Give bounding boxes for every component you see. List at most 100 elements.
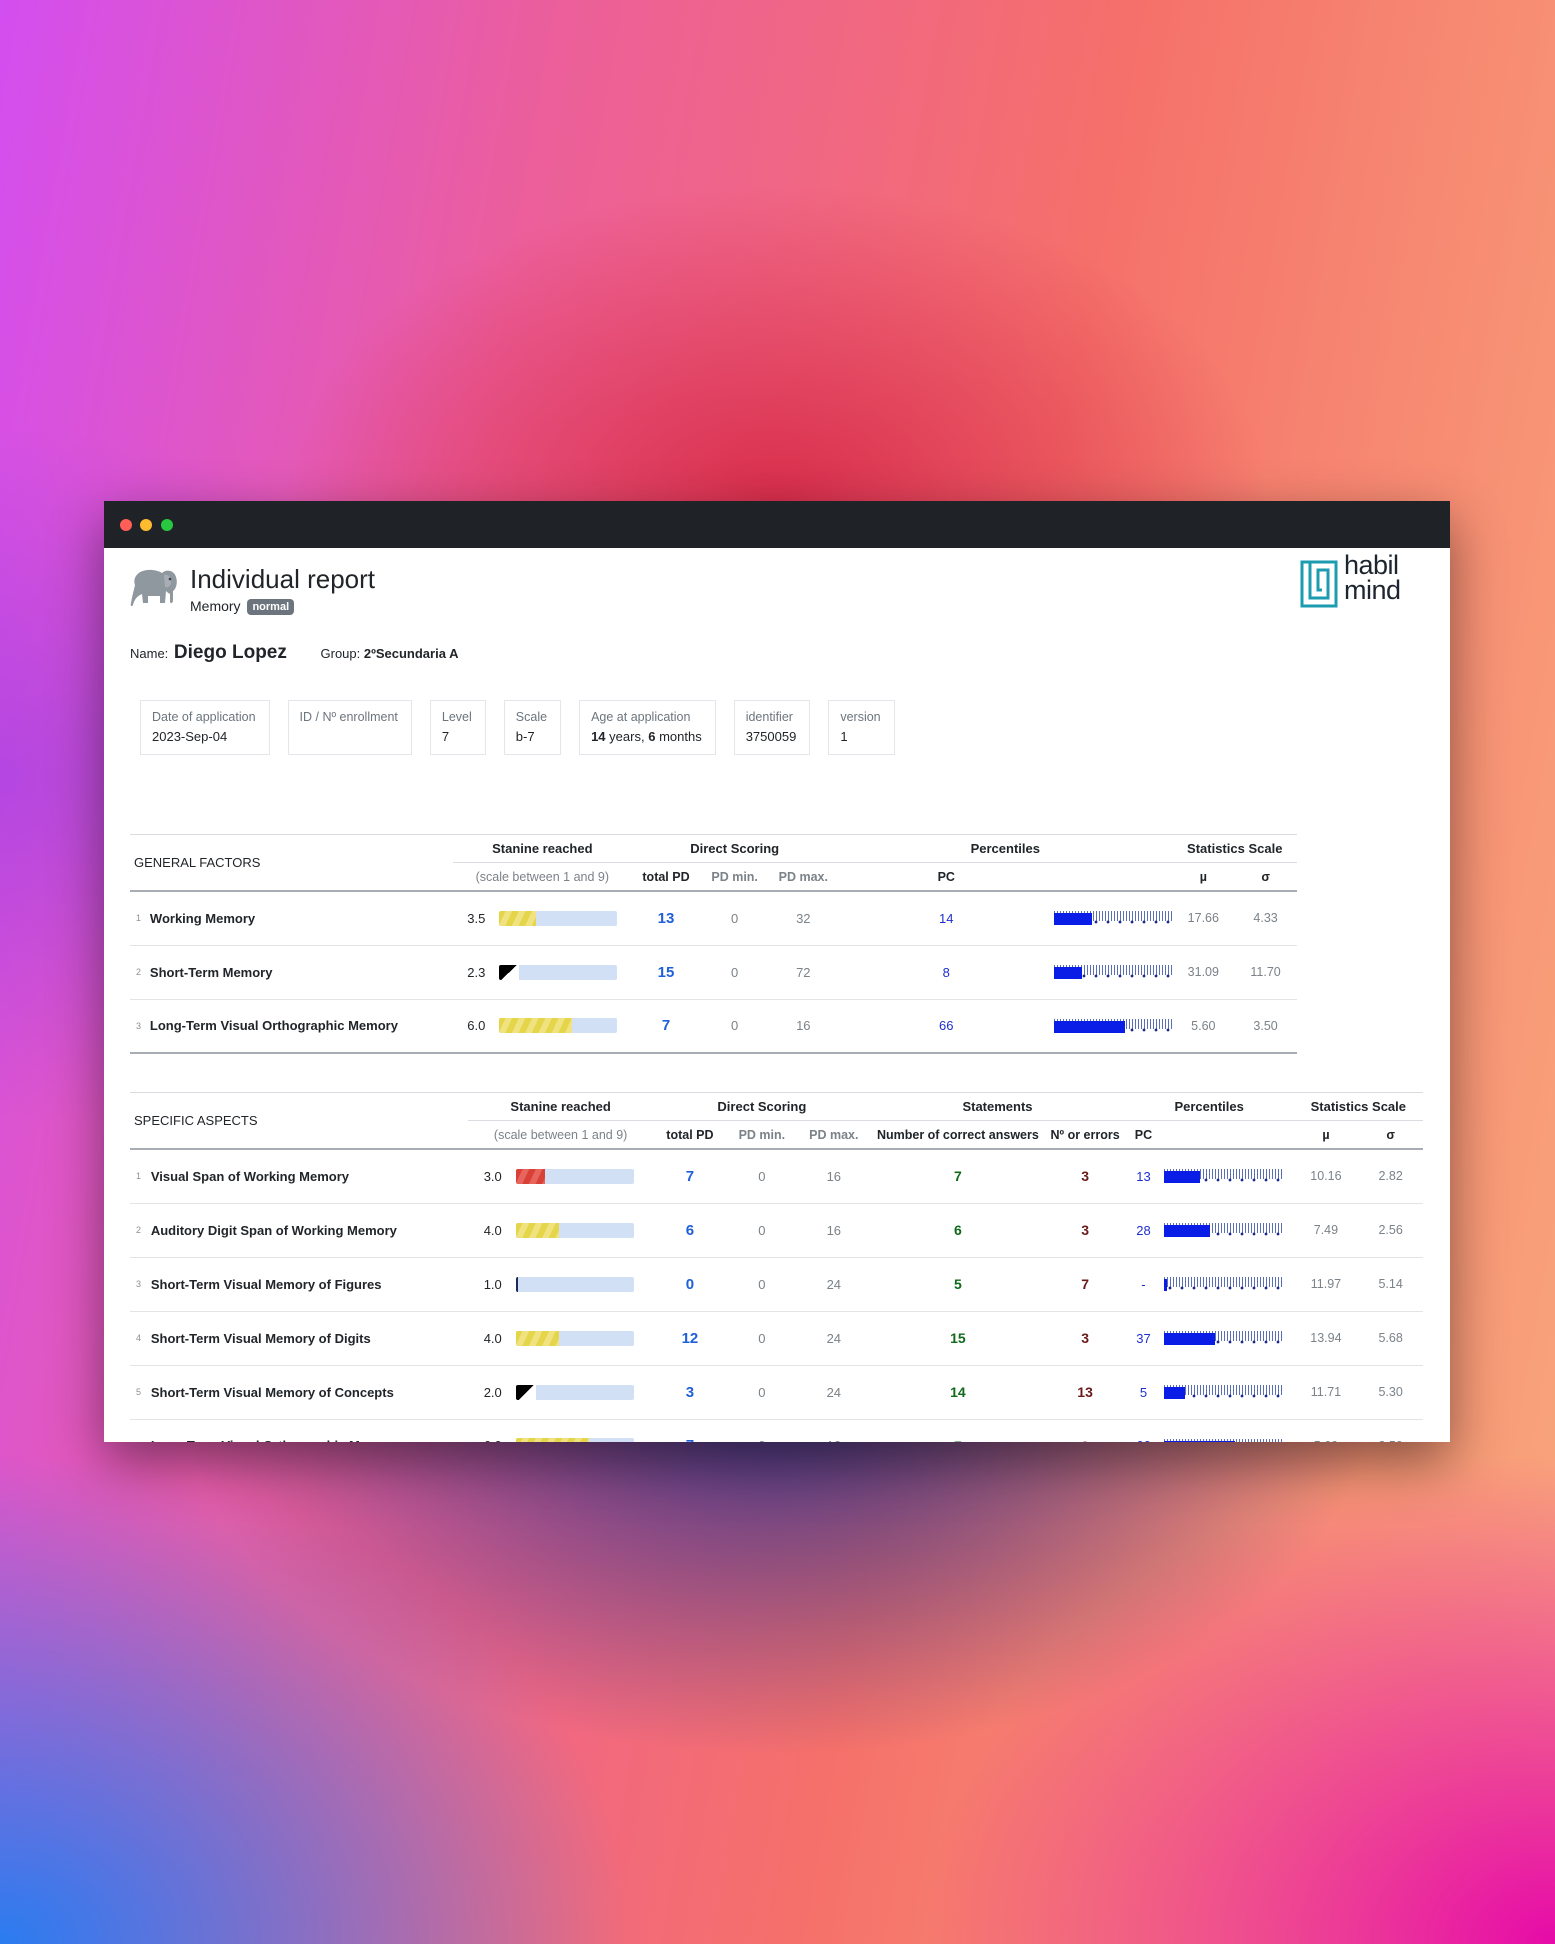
pd-min: 0 [726,1365,798,1420]
header-direct-scoring: Direct Scoring [653,1092,871,1121]
specific-aspects-table: SPECIFIC ASPECTS Stanine reached Direct … [130,1092,1423,1442]
percentile-value: 37 [1124,1311,1163,1366]
percentile-bar [1164,1223,1283,1237]
table-row: 4 Short-Term Visual Memory of Digits 4.0 12… [130,1311,1423,1366]
percentile-value: 8 [838,945,1055,1000]
header-stanine: Stanine reached [467,1092,654,1121]
stat-sigma: 5.68 [1358,1311,1423,1366]
header-total-pd: total PD [631,862,701,892]
page-title: Individual report [190,564,375,594]
pd-max: 24 [797,1365,871,1420]
row-name: Short-Term Visual Memory of Digits [150,1311,468,1366]
header-mu: µ [1172,862,1235,892]
stat-sigma: 3.50 [1358,1419,1423,1442]
card-scale: Scale b-7 [503,700,562,755]
card-enrollment: ID / Nº enrollment [287,700,412,755]
row-number: 2 [130,1203,151,1258]
table-row: 5 Short-Term Visual Memory of Concepts 2.0… [130,1365,1423,1420]
close-window-button[interactable] [120,519,132,531]
total-pd: 0 [653,1257,727,1312]
header-percentiles: Percentiles [838,834,1173,863]
pd-max: 24 [797,1311,871,1366]
pd-min: 0 [726,1419,798,1442]
row-name: Visual Span of Working Memory [150,1149,468,1204]
pd-min: 0 [700,999,769,1054]
application-info-cards: Date of application 2023-Sep-04 ID / Nº … [140,700,895,755]
stanine-value: 4.0 [467,1311,516,1366]
pd-max: 32 [768,891,839,946]
pd-max: 16 [797,1203,871,1258]
percentile-value: 5 [1124,1365,1163,1420]
habilmind-logo: habil mind [1300,550,1420,610]
percentile-value: 14 [838,891,1055,946]
total-pd: 15 [631,945,701,1000]
stanine-value: 2.3 [453,945,500,1000]
total-pd: 6 [653,1203,727,1258]
percentile-value: - [1124,1257,1163,1312]
percentile-value: 13 [1124,1149,1163,1204]
stat-mu: 5.60 [1293,1419,1359,1442]
errors-count: 3 [1045,1311,1125,1366]
low-score-flag [515,1384,536,1400]
maximize-window-button[interactable] [161,519,173,531]
table-row: 6Long-Term Visual Orthographic Memory6.0… [130,1419,1423,1442]
table-row: 1 Visual Span of Working Memory 3.0 7 0 16 7 3 1… [130,1149,1423,1204]
header-pd-max: PD max. [768,862,839,892]
stanine-bar [515,1438,634,1442]
percentile-bar [1164,1169,1283,1184]
header-stanine-sub: (scale between 1 and 9) [453,862,632,892]
header-statistics: Statistics Scale [1172,834,1297,863]
header-statistics: Statistics Scale [1293,1092,1423,1121]
row-number: 6 [130,1419,151,1442]
stat-sigma: 5.14 [1358,1257,1423,1312]
status-badge: normal [247,599,295,615]
percentile-bar [1054,1018,1173,1033]
header-stanine-sub: (scale between 1 and 9) [467,1120,654,1150]
group-info: Group: 2ºSecundaria A [321,646,459,661]
header-errors: Nº or errors [1045,1120,1125,1150]
row-name: Long-Term Visual Orthographic Memory [149,999,454,1054]
table-row: 2 Auditory Digit Span of Working Memory 4.… [130,1203,1423,1258]
header-mu: µ [1293,1120,1359,1150]
header-correct-answers: Number of correct answers [870,1120,1046,1150]
correct-answers: 7 [870,1419,1046,1442]
correct-answers: 7 [870,1149,1046,1204]
header-statements: Statements [870,1092,1125,1121]
card-version: version 1 [828,700,895,755]
errors-count: 9 [1045,1419,1125,1442]
stanine-value: 4.0 [467,1203,516,1258]
stanine-bar [515,1276,634,1292]
test-name: Memory [190,598,241,614]
minimize-window-button[interactable] [140,519,152,531]
row-number: 3 [130,1257,151,1312]
header-sigma: σ [1234,862,1297,892]
stanine-bar [499,964,618,980]
stanine-value: 3.0 [467,1149,516,1204]
pd-max: 16 [768,999,839,1054]
stanine-bar [515,1330,634,1346]
total-pd: 3 [653,1365,727,1420]
stanine-value: 6.0 [467,1419,516,1442]
pd-min: 0 [726,1311,798,1366]
habilmind-logo-text: habil mind [1344,550,1401,605]
total-pd: 13 [631,891,701,946]
habilmind-logo-icon [1300,560,1338,608]
pd-min: 0 [726,1203,798,1258]
percentile-bar [1054,911,1173,926]
stanine-bar [515,1168,634,1184]
group-label: Group: [320,646,361,661]
stat-sigma: 5.30 [1358,1365,1423,1420]
pd-min: 0 [726,1257,798,1312]
stanine-value: 2.0 [467,1365,516,1420]
header-direct-scoring: Direct Scoring [631,834,839,863]
group-value: 2ºSecundaria A [363,646,459,661]
general-factors-table: GENERAL FACTORS Stanine reached Direct S… [130,834,1297,1054]
header-pd-max: PD max. [797,1120,871,1150]
low-score-flag [499,964,520,980]
header-pd-min: PD min. [700,862,769,892]
row-number: 1 [130,1149,151,1204]
header-percentiles: Percentiles [1124,1092,1294,1121]
total-pd: 7 [631,999,701,1054]
row-number: 2 [130,945,150,1000]
app-window: Individual report Memory normal habil mi… [104,501,1450,1442]
